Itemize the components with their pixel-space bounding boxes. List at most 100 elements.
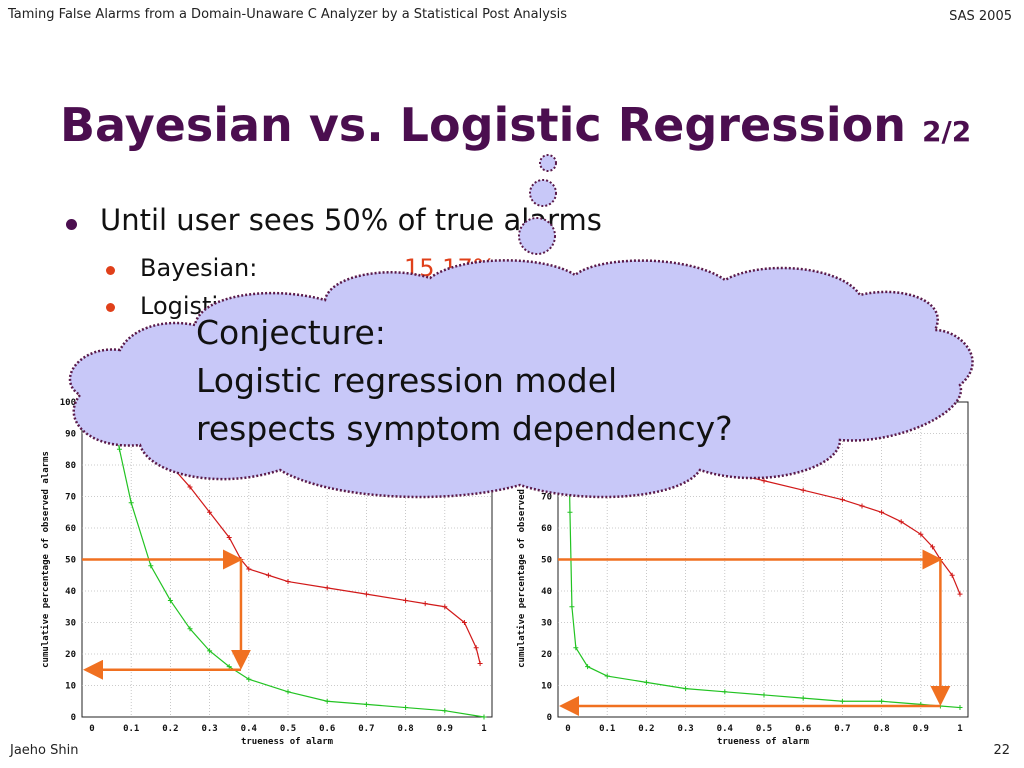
data-point	[879, 509, 885, 515]
data-point	[722, 689, 728, 695]
footer-author: Jaeho Shin	[10, 743, 79, 758]
x-tick-label: 0.6	[319, 724, 335, 734]
cloud-text: Conjecture: Logistic regression model re…	[196, 309, 733, 453]
data-point	[324, 698, 330, 704]
x-tick-label: 0.9	[913, 724, 929, 734]
data-point	[761, 478, 767, 484]
data-point	[363, 701, 369, 707]
header-conference: SAS 2005	[949, 9, 1012, 24]
y-tick-label: 0	[71, 713, 76, 723]
x-tick-label: 0.2	[162, 724, 178, 734]
x-tick-label: 0.1	[599, 724, 615, 734]
data-point	[643, 679, 649, 685]
data-point	[481, 714, 487, 720]
data-point	[957, 705, 963, 711]
y-tick-label: 40	[541, 587, 552, 597]
data-point	[957, 591, 963, 597]
data-point	[226, 534, 232, 540]
data-point	[226, 664, 232, 670]
x-axis-label: trueness of alarm	[241, 737, 334, 747]
data-point	[403, 597, 409, 603]
y-tick-label: 50	[65, 556, 76, 566]
bubble-large	[518, 217, 556, 255]
x-tick-label: 0.5	[280, 724, 296, 734]
x-tick-label: 0.5	[756, 724, 772, 734]
cloud-line-2: Logistic regression model	[196, 361, 618, 400]
data-point	[187, 626, 193, 632]
y-axis-label: cumulative percentage of observed alarms	[40, 451, 51, 668]
x-tick-label: 1	[481, 724, 486, 734]
bullet-bayesian-label: Bayesian:	[140, 254, 258, 282]
data-point	[116, 446, 122, 452]
data-point	[879, 698, 885, 704]
data-point	[442, 604, 448, 610]
x-tick-label: 0.7	[834, 724, 850, 734]
x-tick-label: 0.6	[795, 724, 811, 734]
data-point	[800, 487, 806, 493]
data-point	[898, 519, 904, 525]
x-tick-label: 0.9	[437, 724, 453, 734]
x-tick-label: 0.8	[873, 724, 889, 734]
x-tick-label: 0.4	[241, 724, 258, 734]
x-tick-label: 0	[89, 724, 94, 734]
data-point	[265, 572, 271, 578]
data-point	[567, 509, 573, 515]
bullet-main: Until user sees 50% of true alarms	[100, 203, 602, 237]
cloud-line-3: respects symptom dependency?	[196, 409, 733, 448]
data-point	[573, 645, 579, 651]
y-tick-label: 100	[60, 398, 76, 408]
data-point	[148, 563, 154, 569]
data-point	[422, 601, 428, 607]
data-point	[839, 698, 845, 704]
data-point	[604, 673, 610, 679]
data-point	[442, 708, 448, 714]
data-point	[800, 695, 806, 701]
bullet-dot	[66, 219, 77, 230]
x-axis-label: trueness of alarm	[717, 737, 810, 747]
footer-page-number: 22	[993, 743, 1010, 758]
data-point	[363, 591, 369, 597]
data-point	[859, 503, 865, 509]
thought-bubble	[68, 154, 974, 499]
data-point	[167, 597, 173, 603]
slide-title-main: Bayesian vs. Logistic Regression	[60, 98, 907, 152]
data-point	[949, 572, 955, 578]
data-point	[473, 645, 479, 651]
x-tick-label: 0.8	[397, 724, 413, 734]
slide-title-suffix: 2/2	[922, 115, 972, 148]
cloud-line-1: Conjecture:	[196, 313, 386, 352]
slide-title: Bayesian vs. Logistic Regression 2/2	[60, 98, 971, 152]
y-tick-label: 30	[541, 619, 552, 629]
bubble-small	[539, 154, 557, 172]
x-tick-label: 1	[957, 724, 962, 734]
data-point	[207, 509, 213, 515]
y-tick-label: 60	[541, 524, 552, 534]
data-point	[324, 585, 330, 591]
y-tick-label: 10	[65, 682, 76, 692]
y-tick-label: 20	[541, 650, 552, 660]
data-point	[246, 566, 252, 572]
y-axis-label: cumulative percentage of observed alarms	[516, 451, 527, 668]
data-point	[246, 676, 252, 682]
x-tick-label: 0.2	[638, 724, 654, 734]
y-tick-label: 0	[547, 713, 552, 723]
data-point	[761, 692, 767, 698]
data-point	[285, 689, 291, 695]
data-point	[285, 579, 291, 585]
y-tick-label: 70	[541, 493, 552, 503]
data-point	[477, 660, 483, 666]
y-tick-label: 20	[65, 650, 76, 660]
data-point	[918, 531, 924, 537]
series-line-1	[567, 401, 961, 709]
bubble-medium	[529, 179, 557, 207]
data-point	[403, 705, 409, 711]
data-point	[207, 648, 213, 654]
data-point	[569, 604, 575, 610]
data-point	[839, 497, 845, 503]
cloud-shape	[68, 259, 974, 499]
x-tick-label: 0.1	[123, 724, 139, 734]
x-tick-label: 0.4	[717, 724, 734, 734]
data-point	[187, 484, 193, 490]
data-point	[930, 544, 936, 550]
